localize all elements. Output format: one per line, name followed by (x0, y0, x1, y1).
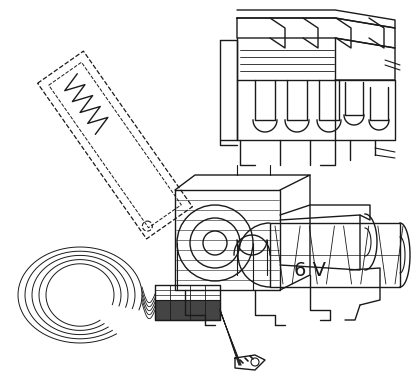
Text: 6 V: 6 V (294, 261, 326, 280)
Bar (155, 300, 220, 320)
